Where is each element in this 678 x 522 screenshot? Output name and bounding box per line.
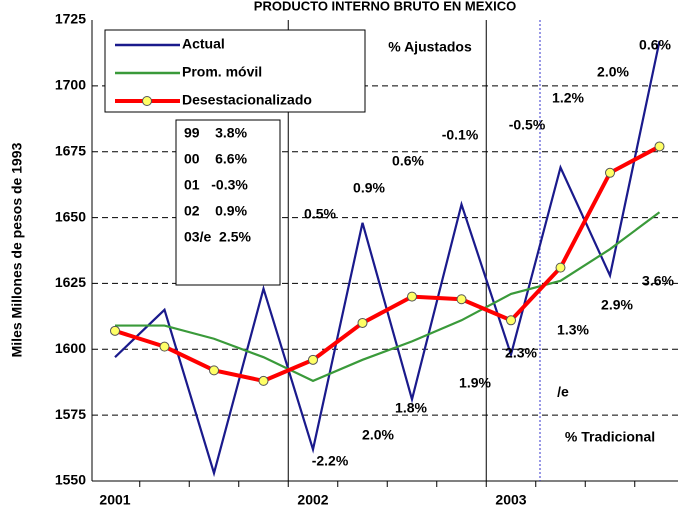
y-tick-label: 1575 [55,406,86,422]
y-tick-label: 1675 [55,142,86,158]
marker [308,354,318,365]
annotation: 0.9% [353,180,385,196]
annotation: -0.5% [509,117,546,133]
annotation: % Ajustados [388,39,472,55]
annotation: 1.9% [459,375,491,391]
annotation: 1.3% [557,322,589,338]
annotation: 0.6% [392,153,424,169]
y-tick-label: 1550 [55,472,86,488]
y-axis-label: Miles Millones de pesos de 1993 [9,142,25,357]
table-box [175,119,281,286]
marker [456,294,467,305]
annotation: 3.6% [642,273,674,289]
marker [357,317,368,328]
marker [654,141,665,152]
table-row: 01 -0.3% [184,177,248,193]
marker [506,315,516,326]
legend-label: Actual [182,36,225,52]
annotation: /e [557,384,569,400]
table-row: 00 6.6% [184,151,248,167]
y-tick-label: 1600 [55,340,86,356]
y-tick-label: 1625 [55,274,86,290]
marker [407,291,417,302]
legend-label: Prom. móvil [182,64,262,80]
annotation: 0.5% [304,206,336,222]
marker [110,325,120,336]
marker [209,365,219,376]
x-tick-label: 2002 [297,492,328,508]
legend-marker [142,96,152,106]
line-series [114,144,661,383]
marker [258,375,269,386]
x-tick-label: 2001 [99,492,130,508]
legend-label: Desestacionalizado [182,92,312,108]
line-series [115,211,661,383]
annotation: 2.0% [597,64,629,80]
y-tick-label: 1700 [55,77,86,93]
annotation: -0.1% [442,127,479,143]
annotation: -2.2% [312,453,349,469]
annotation: 2.9% [601,297,633,313]
marker [159,341,170,352]
annotation: 0.6% [639,37,671,53]
y-tick-label: 1725 [55,11,86,27]
annotation: 1.8% [395,400,427,416]
marker [605,167,615,178]
annotation: 2.3% [505,345,537,361]
annotation: % Tradicional [565,429,655,445]
chart-title: PRODUCTO INTERNO BRUTO EN MEXICO [254,0,516,13]
annotation: 2.0% [362,427,394,443]
annotation: 1.2% [552,90,584,106]
x-tick-label: 2003 [495,492,526,508]
y-tick-label: 1650 [55,208,86,224]
marker [555,262,566,273]
table-row: 99 3.8% [184,125,248,141]
table-row: 02 0.9% [184,203,248,219]
table-row: 03/e 2.5% [184,229,251,245]
